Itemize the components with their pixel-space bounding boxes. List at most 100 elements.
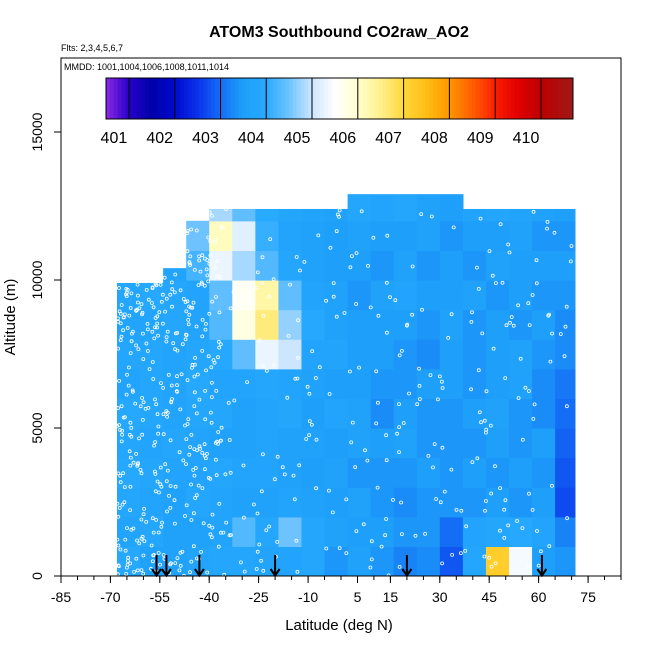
observation-point <box>255 270 260 275</box>
observation-point <box>155 479 160 484</box>
heatmap-cell <box>416 250 441 281</box>
observation-point <box>331 294 336 299</box>
observation-point <box>129 527 134 532</box>
observation-point <box>548 359 553 364</box>
observation-point <box>417 383 422 388</box>
observation-point <box>431 465 435 470</box>
observation-point <box>128 561 133 566</box>
observation-point <box>165 410 170 415</box>
observation-point <box>130 389 135 394</box>
observation-point <box>165 329 170 334</box>
observation-point <box>193 355 198 360</box>
observation-point <box>161 553 166 557</box>
colorbar-segment <box>397 78 403 119</box>
observation-point <box>180 342 185 347</box>
heatmap-cell <box>462 280 487 311</box>
observation-point <box>397 402 401 407</box>
observation-point <box>129 331 134 336</box>
observation-point <box>527 389 531 393</box>
heatmap-cell <box>393 398 418 429</box>
observation-point <box>379 544 384 549</box>
colorbar-segment <box>506 78 512 119</box>
observation-point <box>168 438 173 443</box>
heatmap-cell <box>509 280 533 311</box>
observation-point <box>165 414 170 419</box>
observation-point <box>188 570 192 575</box>
observation-point <box>195 372 200 377</box>
observation-point <box>118 473 123 478</box>
observation-point <box>125 526 129 530</box>
observation-point <box>397 353 402 358</box>
observation-point <box>183 514 187 518</box>
observation-point <box>375 485 380 490</box>
observation-point <box>126 383 131 388</box>
observation-point <box>420 307 424 312</box>
observation-point <box>173 347 178 352</box>
observation-point <box>429 214 434 219</box>
heatmap-cell <box>163 280 187 311</box>
observation-point <box>293 376 298 381</box>
observation-point <box>209 420 214 425</box>
observation-point <box>118 480 123 485</box>
observation-point <box>140 396 145 400</box>
heatmap-cell <box>278 457 303 488</box>
heatmap-cell <box>439 546 464 576</box>
observation-point <box>226 400 231 405</box>
observation-point <box>186 317 191 322</box>
colorbar-segment <box>152 78 158 119</box>
observation-point <box>213 457 218 462</box>
observation-point <box>251 301 256 306</box>
heatmap-cell <box>278 516 303 547</box>
observation-point <box>170 397 174 402</box>
colorbar-segment <box>370 78 376 119</box>
heatmap-cell <box>278 546 303 576</box>
heatmap-cell <box>509 250 533 281</box>
heatmap-cell <box>370 546 395 576</box>
observation-point <box>464 524 469 529</box>
x-tick-label: 15 <box>383 589 399 605</box>
heatmap-cell <box>462 309 487 340</box>
colorbar-segment <box>557 78 562 119</box>
heatmap-cell <box>347 457 372 488</box>
observation-point <box>470 310 474 315</box>
heatmap-cell <box>439 194 464 222</box>
heatmap-cell <box>509 487 533 518</box>
heatmap-cell <box>416 428 441 459</box>
colorbar-segment <box>273 78 278 119</box>
observation-point <box>118 427 122 432</box>
observation-point <box>208 239 213 244</box>
observation-point <box>384 433 389 438</box>
observation-point <box>440 561 445 566</box>
observation-point <box>146 297 151 302</box>
observation-point <box>552 230 557 235</box>
observation-point <box>169 280 174 285</box>
heatmap-cell <box>301 339 326 370</box>
colorbar-segment <box>561 78 566 119</box>
observation-point <box>271 277 276 282</box>
heatmap-cell <box>301 546 326 576</box>
heatmap-cell <box>462 546 487 576</box>
heatmap-cell <box>532 280 556 311</box>
colorbar-segment <box>553 78 558 119</box>
observation-point <box>565 404 569 409</box>
colorbar-segment <box>534 78 539 119</box>
observation-point <box>417 366 421 371</box>
heatmap-cell <box>232 280 256 311</box>
observation-point <box>132 570 137 574</box>
colorbar-segment <box>374 78 379 119</box>
heatmap-cell <box>209 516 233 547</box>
observation-point <box>385 233 390 238</box>
observation-point <box>261 568 266 573</box>
observation-point <box>140 312 144 317</box>
observation-point <box>135 293 140 298</box>
observation-point <box>401 421 406 425</box>
heatmap-cell <box>485 487 510 518</box>
observation-point <box>434 497 439 501</box>
observation-point <box>442 489 447 494</box>
heatmap-cell <box>485 457 510 488</box>
observation-point <box>242 569 247 574</box>
observation-point <box>210 525 215 530</box>
heatmap-cell <box>532 368 556 399</box>
observation-point <box>314 486 319 491</box>
observation-point <box>238 560 243 565</box>
